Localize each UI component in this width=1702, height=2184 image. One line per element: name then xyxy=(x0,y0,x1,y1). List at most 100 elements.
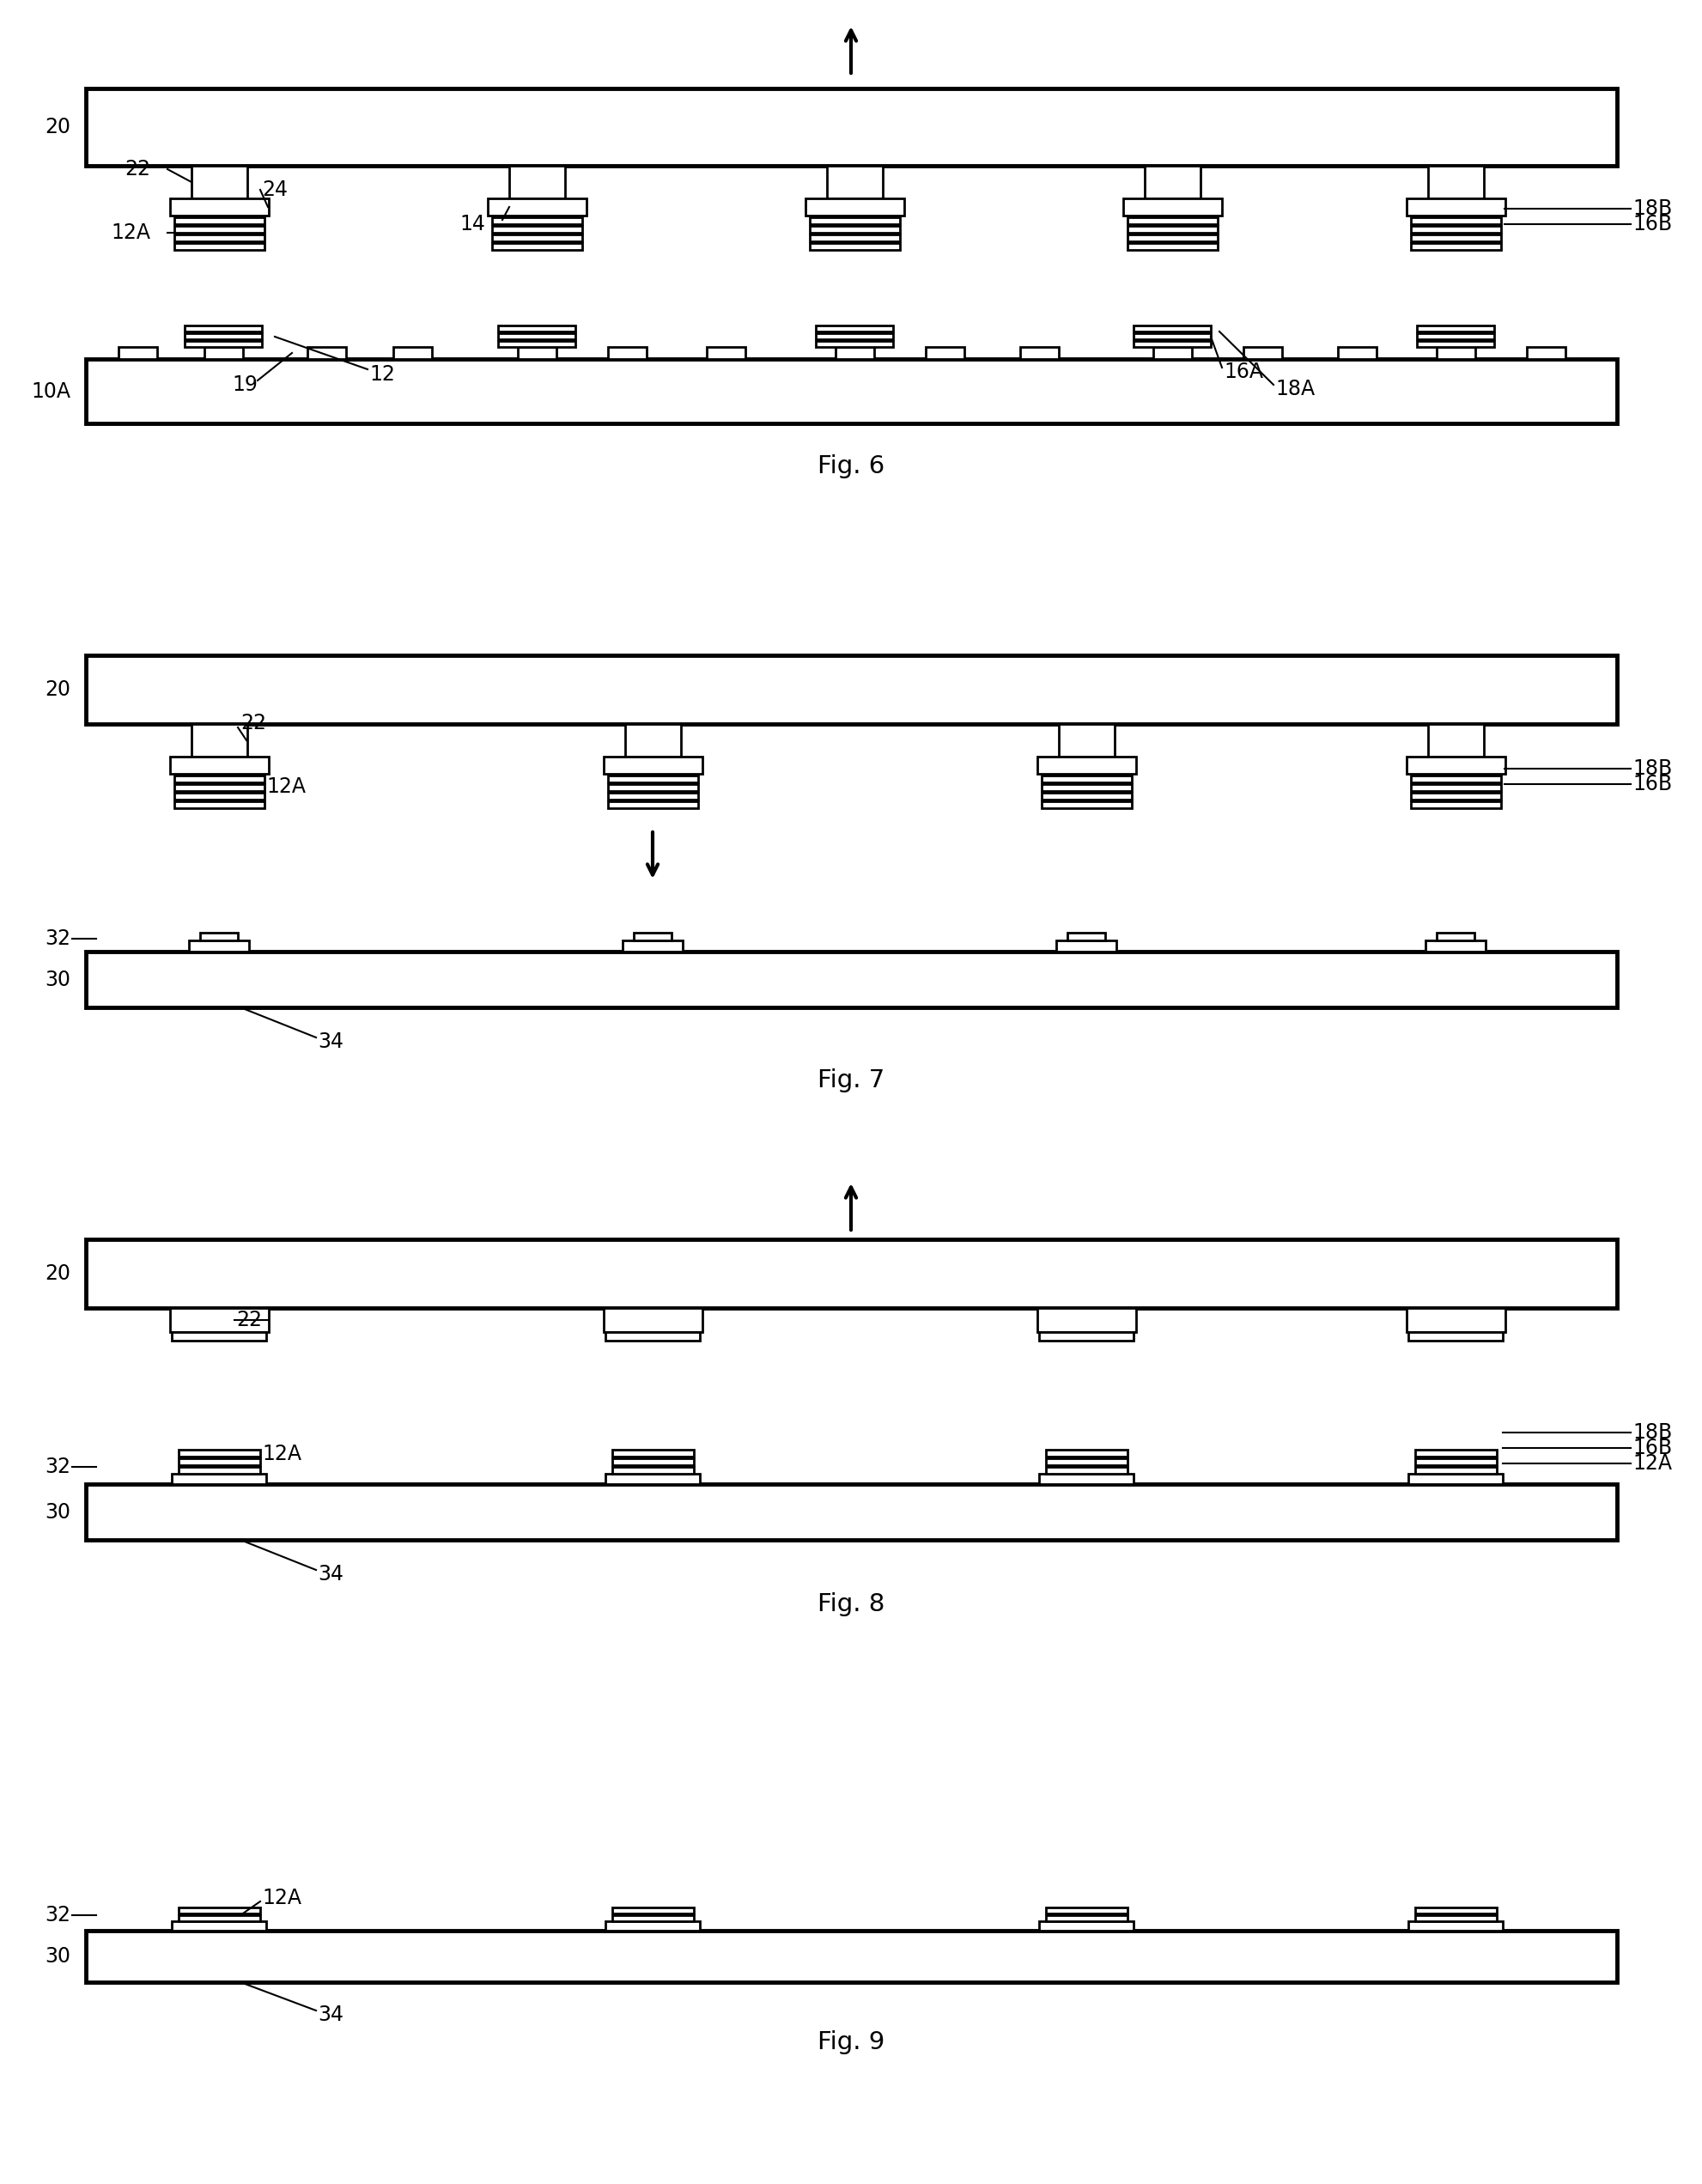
Bar xyxy=(827,166,882,199)
Bar xyxy=(611,1907,693,1913)
Bar xyxy=(308,347,346,358)
Bar xyxy=(1038,1474,1134,1485)
Bar xyxy=(1414,1915,1496,1922)
Bar xyxy=(1409,784,1499,791)
Bar xyxy=(1409,216,1499,225)
Bar xyxy=(1436,347,1474,358)
Bar xyxy=(517,347,557,358)
Bar xyxy=(1134,341,1210,347)
Bar xyxy=(179,1915,260,1922)
Bar xyxy=(1127,242,1217,249)
Bar xyxy=(172,1922,266,1931)
Bar xyxy=(611,1915,693,1922)
Bar xyxy=(1436,933,1474,941)
Text: 14: 14 xyxy=(460,214,485,234)
Text: 34: 34 xyxy=(318,2005,344,2025)
Text: 16A: 16A xyxy=(1224,363,1263,382)
Bar xyxy=(492,216,582,225)
Text: Fig. 9: Fig. 9 xyxy=(817,2031,883,2055)
Text: 12A: 12A xyxy=(111,223,150,242)
Bar xyxy=(170,756,269,773)
Bar xyxy=(1152,347,1191,358)
Text: 12A: 12A xyxy=(1632,1452,1671,1474)
Bar xyxy=(1406,199,1505,216)
Bar xyxy=(174,784,264,791)
Bar xyxy=(393,347,432,358)
Bar xyxy=(497,334,575,339)
Text: 34: 34 xyxy=(318,1031,344,1053)
Bar xyxy=(85,1931,1617,1983)
Text: 18A: 18A xyxy=(1275,378,1314,400)
Bar xyxy=(1409,242,1499,249)
Bar xyxy=(1414,1450,1496,1457)
Bar xyxy=(172,1332,266,1341)
Bar xyxy=(492,234,582,240)
Text: 22: 22 xyxy=(124,159,150,179)
Bar xyxy=(1414,1907,1496,1913)
Bar xyxy=(1123,199,1222,216)
Bar xyxy=(170,1308,269,1332)
Bar xyxy=(815,334,892,339)
Bar xyxy=(172,1474,266,1485)
Bar xyxy=(1055,941,1117,952)
Text: 19: 19 xyxy=(231,373,257,395)
Bar xyxy=(85,90,1617,166)
Bar xyxy=(179,1459,260,1465)
Bar xyxy=(1527,347,1564,358)
Bar xyxy=(611,1468,693,1474)
Bar xyxy=(174,242,264,249)
Text: 12A: 12A xyxy=(266,775,306,797)
Bar xyxy=(926,347,963,358)
Bar xyxy=(179,1907,260,1913)
Bar xyxy=(1425,941,1484,952)
Bar xyxy=(1416,325,1493,332)
Bar xyxy=(1338,347,1375,358)
Text: 18B: 18B xyxy=(1632,199,1671,218)
Text: 30: 30 xyxy=(44,1503,70,1522)
Bar xyxy=(1038,1332,1134,1341)
Bar xyxy=(174,225,264,234)
Text: 32: 32 xyxy=(44,1457,70,1476)
Bar xyxy=(174,775,264,782)
Bar xyxy=(1045,1915,1127,1922)
Bar xyxy=(606,1474,700,1485)
Bar xyxy=(191,723,247,756)
Bar xyxy=(836,347,873,358)
Bar xyxy=(1414,1468,1496,1474)
Bar xyxy=(1409,793,1499,799)
Bar xyxy=(805,199,904,216)
Text: Fig. 6: Fig. 6 xyxy=(817,454,883,478)
Bar xyxy=(1045,1468,1127,1474)
Bar xyxy=(808,216,899,225)
Bar xyxy=(179,1450,260,1457)
Bar xyxy=(1414,1459,1496,1465)
Bar xyxy=(606,1922,700,1931)
Text: Fig. 8: Fig. 8 xyxy=(817,1592,885,1616)
Bar xyxy=(1409,234,1499,240)
Bar xyxy=(199,933,238,941)
Bar xyxy=(170,199,269,216)
Bar xyxy=(606,1332,700,1341)
Bar xyxy=(1067,933,1105,941)
Bar xyxy=(1428,723,1482,756)
Bar xyxy=(1059,723,1115,756)
Bar xyxy=(1040,802,1130,808)
Text: 32: 32 xyxy=(44,1904,70,1926)
Text: 12A: 12A xyxy=(262,1444,301,1463)
Bar xyxy=(119,347,157,358)
Bar xyxy=(1037,1308,1135,1332)
Text: 12: 12 xyxy=(369,365,395,384)
Text: 30: 30 xyxy=(44,1946,70,1968)
Bar xyxy=(1416,341,1493,347)
Bar xyxy=(608,802,698,808)
Text: 32: 32 xyxy=(44,928,70,950)
Text: 20: 20 xyxy=(44,116,70,138)
Bar xyxy=(1242,347,1282,358)
Bar xyxy=(184,341,262,347)
Bar xyxy=(487,199,585,216)
Bar xyxy=(1406,1308,1505,1332)
Bar xyxy=(633,933,671,941)
Bar xyxy=(1038,1922,1134,1931)
Text: 20: 20 xyxy=(44,679,70,699)
Bar xyxy=(204,347,243,358)
